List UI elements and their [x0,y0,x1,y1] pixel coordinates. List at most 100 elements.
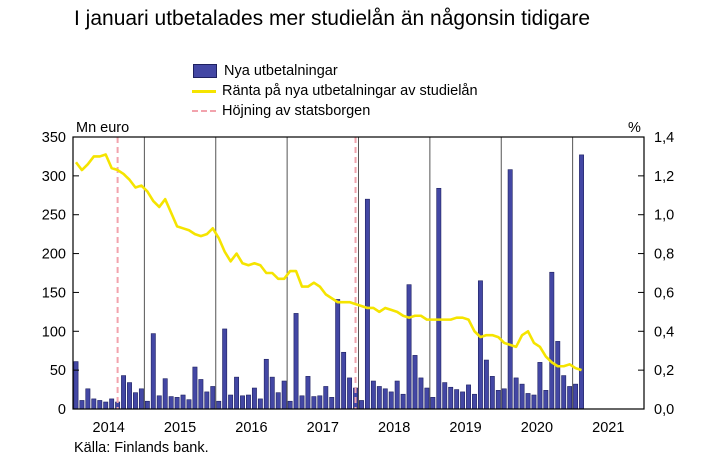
bar [174,397,180,410]
right-tick-label: 0,2 [654,363,674,379]
bar [388,391,394,410]
bar [257,398,263,410]
chart-title: I januari utbetalades mer studielån än n… [74,7,591,30]
bar [454,389,460,410]
bar [483,359,489,410]
bar [317,395,323,410]
bar [424,387,430,410]
bar [246,394,251,410]
bar [228,394,234,410]
legend-item-line: Ränta på nya utbetalningar av studielån [192,81,478,101]
bar [287,400,293,410]
x-tick-label: 2021 [592,420,624,436]
bar [85,388,91,410]
x-tick-label: 2016 [235,420,267,436]
legend-label-dashed: Höjning av statsborgen [222,103,371,119]
x-tick-label: 2020 [521,420,553,436]
x-tick-label: 2014 [93,420,125,436]
bar [281,380,287,410]
bar [525,393,531,410]
x-tick-label: 2018 [378,420,410,436]
legend-bar-swatch [193,64,217,78]
bar [168,396,174,410]
bar [216,400,222,410]
bar [263,358,269,410]
left-tick-label: 300 [42,169,66,185]
bar [311,396,317,410]
bar [198,379,204,410]
bar [305,376,311,410]
bar [382,388,388,410]
bar [121,375,126,410]
bar [251,387,257,410]
bar [406,284,412,410]
right-tick-label: 0,4 [654,324,674,340]
bar [144,400,150,410]
bar [412,355,418,410]
bar [495,390,501,410]
right-tick-label: 1,4 [654,130,674,146]
bar [370,380,376,410]
bar [156,395,162,410]
bar [109,398,115,410]
bar [234,376,240,410]
bar [97,400,103,410]
bar [73,361,79,410]
bar [162,378,168,410]
bar [150,333,156,410]
bar [472,393,477,410]
bar [466,384,471,410]
bar [103,401,109,410]
bar [359,400,364,410]
bar [418,377,424,410]
bar [555,341,561,410]
bar [543,390,549,410]
legend-dashed-swatch [192,110,216,112]
bar [501,388,507,410]
left-tick-label: 350 [42,130,66,146]
left-tick-label: 150 [42,285,66,301]
bar [507,169,513,410]
bar [573,383,579,410]
right-tick-label: 0,8 [654,247,674,263]
bar [376,386,382,410]
bar [448,386,454,410]
bar [127,382,132,410]
bar [561,375,567,410]
bar [549,271,555,410]
left-tick-label: 0 [58,402,66,418]
bar [275,392,281,410]
bar [430,397,436,410]
bar [400,393,406,410]
right-tick-label: 0,0 [654,402,674,418]
legend-item-bars: Nya utbetalningar [192,61,478,81]
bar [335,299,341,410]
bar [180,394,186,410]
bar [329,397,335,410]
bar [79,400,85,410]
bar [442,382,448,410]
legend-label-bars: Nya utbetalningar [224,63,338,79]
bar [364,198,370,410]
bar [91,398,97,410]
bar [394,380,400,410]
bar [323,386,329,410]
bar [240,395,245,410]
bar [269,376,275,410]
bar [531,394,537,410]
legend-line-swatch [192,89,216,93]
left-tick-label: 100 [42,324,66,340]
left-tick-label: 250 [42,208,66,224]
bar [222,328,228,410]
legend: Nya utbetalningar Ränta på nya utbetalni… [192,61,478,121]
bar [204,391,210,410]
x-tick-label: 2017 [307,420,339,436]
right-tick-label: 0,6 [654,285,674,301]
bar [489,376,495,410]
bar [133,392,138,410]
bar [138,388,144,410]
x-tick-label: 2015 [164,420,196,436]
bar [567,386,573,410]
